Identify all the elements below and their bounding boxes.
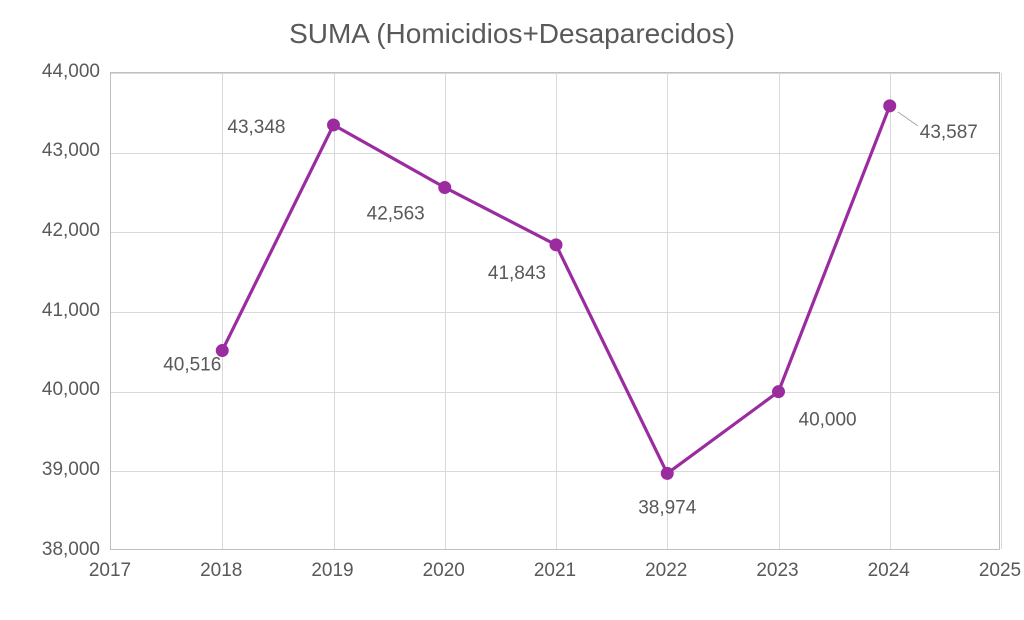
x-tick-label: 2019 xyxy=(311,560,353,582)
data-marker xyxy=(884,100,896,112)
x-tick-label: 2018 xyxy=(200,560,242,582)
y-tick-label: 41,000 xyxy=(42,300,100,322)
data-label: 43,348 xyxy=(227,117,285,138)
data-marker xyxy=(439,181,451,193)
data-label: 40,000 xyxy=(799,410,857,431)
y-tick-label: 42,000 xyxy=(42,220,100,242)
plot-area: 40,516 43,348 42,563 41,843 38,974 40,000 43,5… xyxy=(110,72,1000,550)
x-tick-label: 2021 xyxy=(534,560,576,582)
series-line xyxy=(222,106,890,474)
x-tick-label: 2023 xyxy=(756,560,798,582)
x-tick-label: 2017 xyxy=(89,560,131,582)
data-marker xyxy=(328,119,340,131)
data-label: 38,974 xyxy=(638,497,697,518)
y-tick-label: 39,000 xyxy=(42,459,100,481)
y-tick-label: 40,000 xyxy=(42,379,100,401)
line-layer: 40,516 43,348 42,563 41,843 38,974 40,000 43,5… xyxy=(111,73,1001,551)
x-tick-label: 2020 xyxy=(423,560,465,582)
leader-line xyxy=(898,112,918,126)
x-tick-label: 2022 xyxy=(645,560,687,582)
data-label: 41,843 xyxy=(488,263,546,284)
data-label: 40,516 xyxy=(163,355,221,376)
gridline-v xyxy=(1001,73,1002,549)
y-tick-label: 38,000 xyxy=(42,539,100,561)
data-marker xyxy=(550,239,562,251)
chart-container: SUMA (Homicidios+Desaparecidos) 40,516 43… xyxy=(0,0,1024,620)
data-label: 42,563 xyxy=(367,203,425,224)
data-marker xyxy=(773,386,785,398)
x-tick-label: 2024 xyxy=(868,560,910,582)
x-tick-label: 2025 xyxy=(979,560,1021,582)
data-label: 43,587 xyxy=(920,122,978,143)
data-marker xyxy=(661,467,673,479)
y-tick-label: 43,000 xyxy=(42,140,100,162)
y-tick-label: 44,000 xyxy=(42,61,100,83)
chart-title: SUMA (Homicidios+Desaparecidos) xyxy=(0,18,1024,50)
